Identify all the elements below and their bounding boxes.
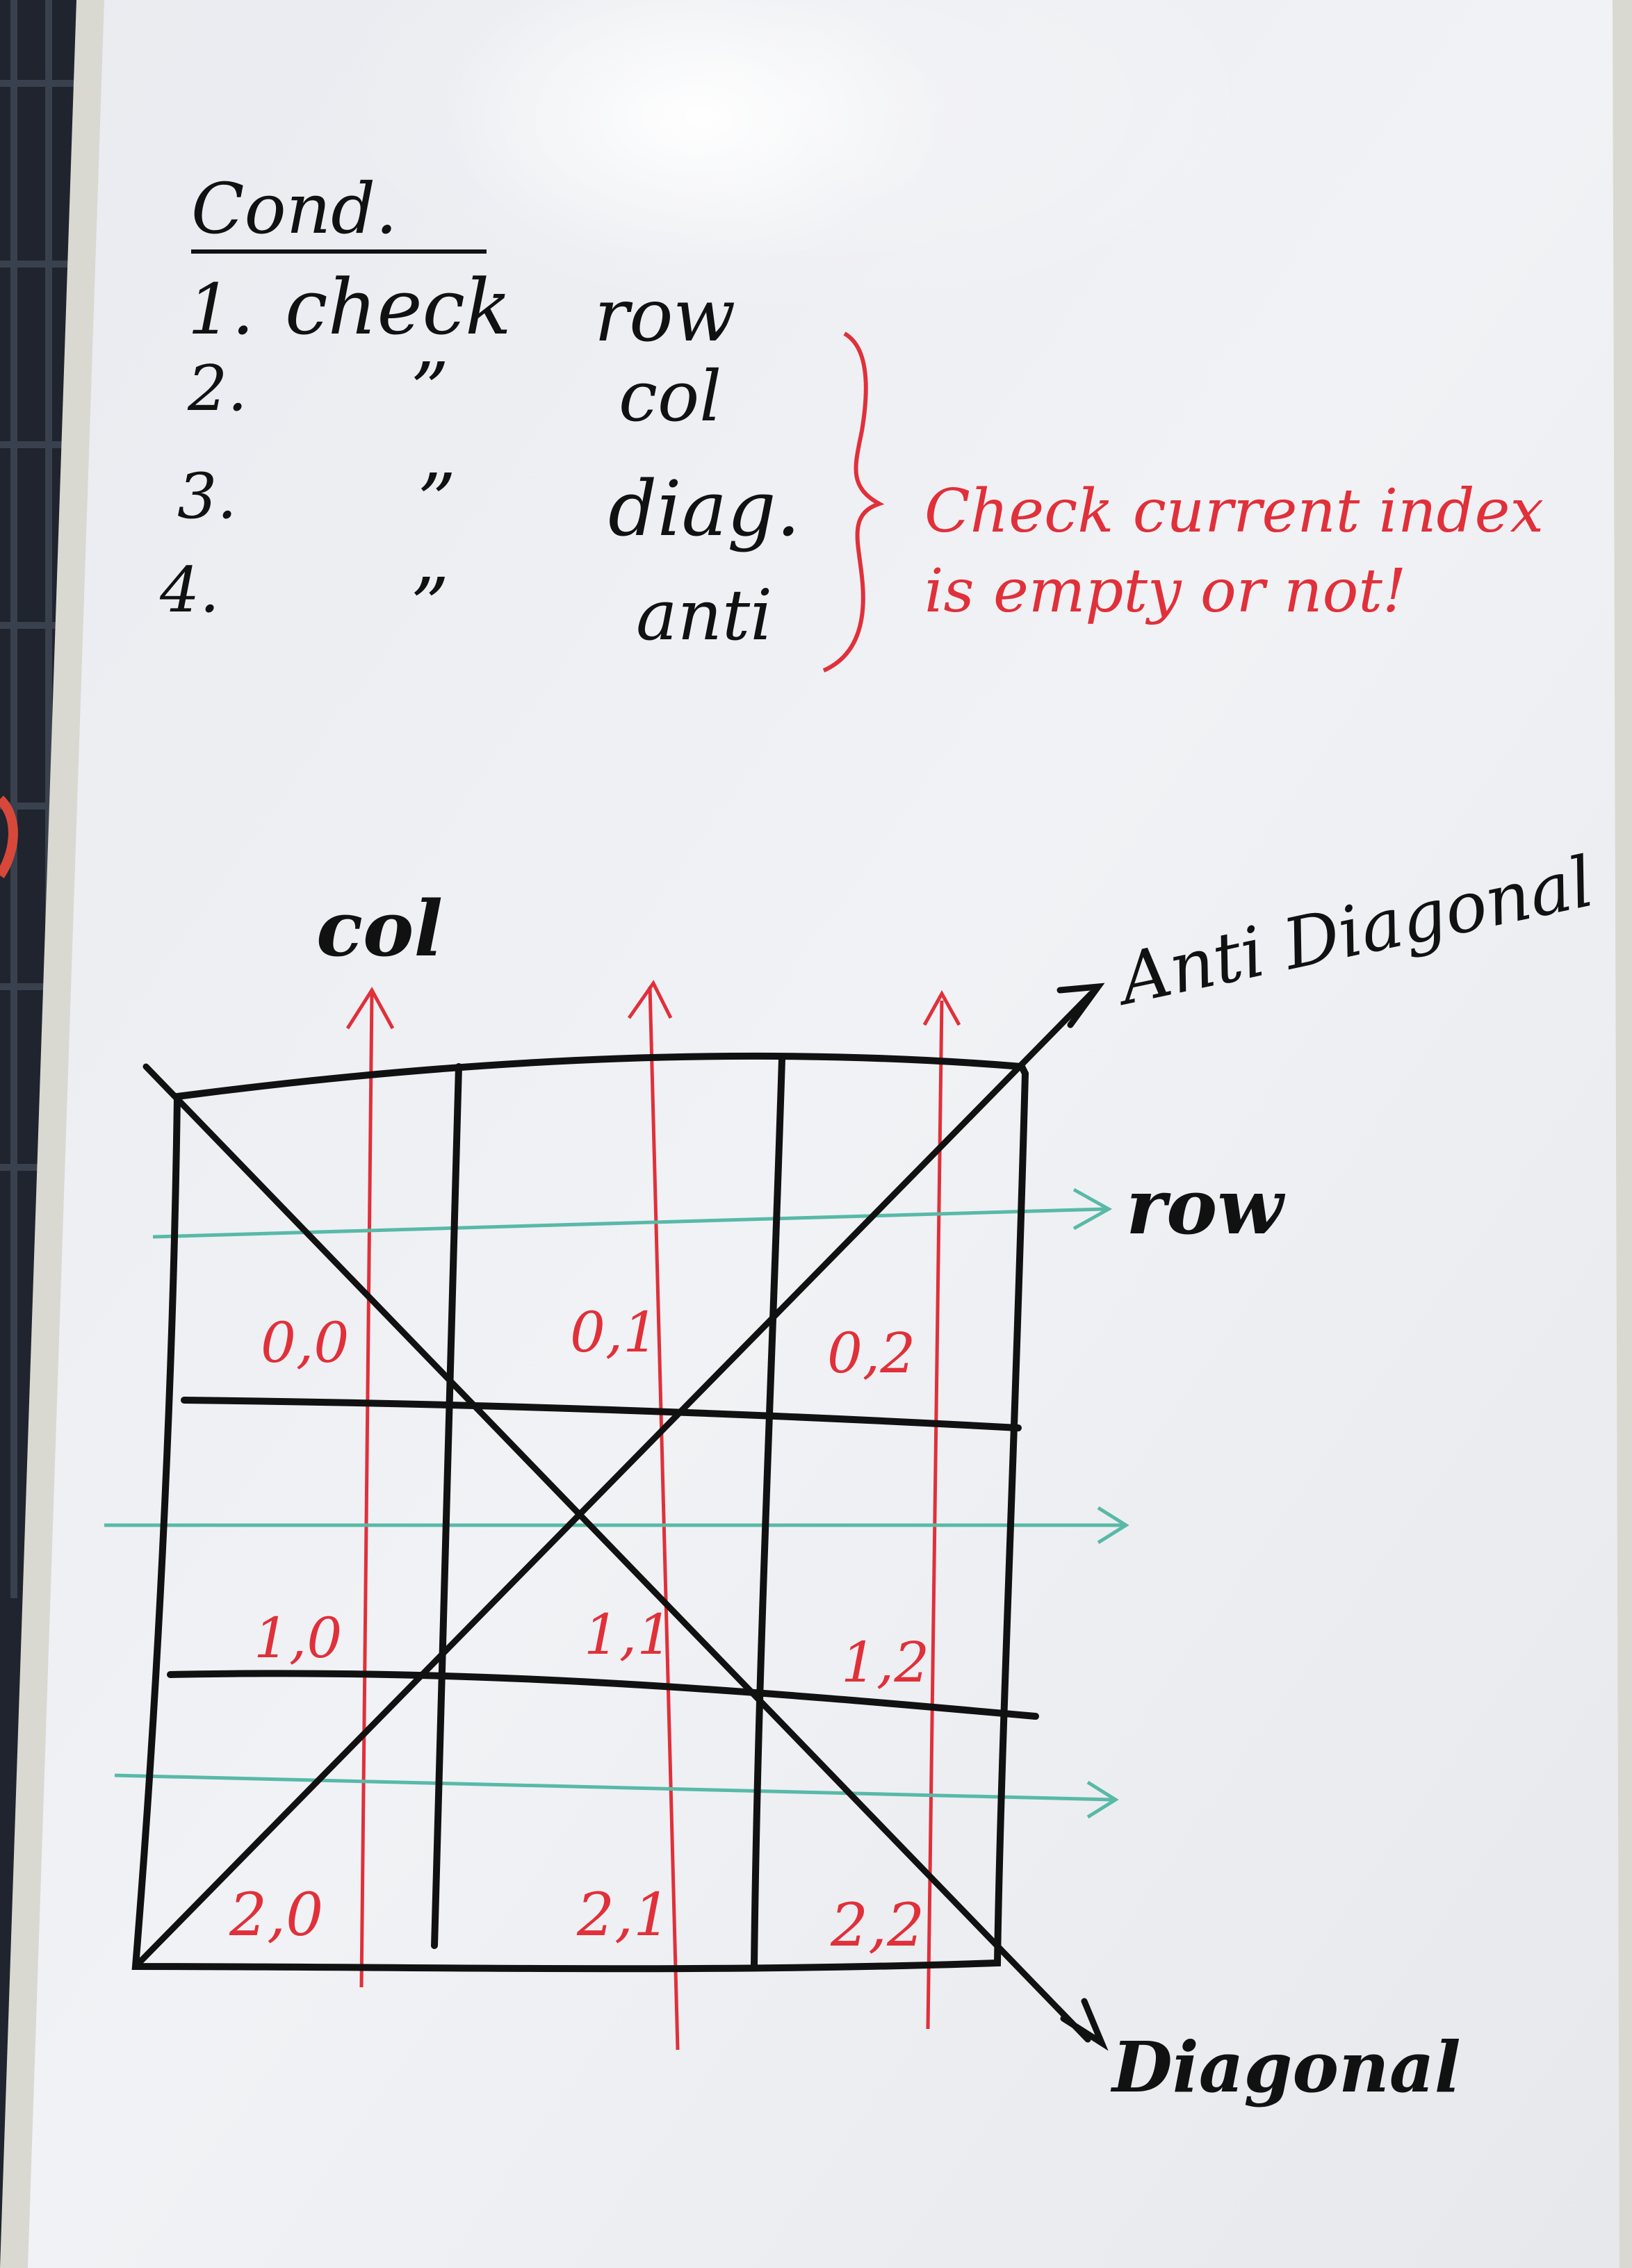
cell-label-0-2: 0,2 [827, 1321, 915, 1386]
anti-diagonal-line [132, 990, 1095, 1970]
col-label: col [316, 884, 443, 973]
condition-3-verb: ” [417, 457, 456, 546]
condition-3: 3. ” diag. [177, 457, 801, 553]
condition-1-target: row [594, 273, 735, 358]
grid-vertical-2 [751, 1056, 785, 1970]
grid-horizontal-1 [181, 1397, 1022, 1431]
row-arrow-2 [114, 1773, 1113, 1802]
condition-1-number: 1. [188, 269, 254, 350]
column-arrow-0 [359, 993, 374, 1988]
column-arrows [345, 980, 961, 2051]
cell-label-0-1: 0,1 [570, 1300, 658, 1365]
condition-3-number: 3. [177, 460, 237, 533]
cell-label-2-1: 2,1 [576, 1881, 671, 1950]
cell-label-2-2: 2,2 [830, 1891, 924, 1960]
anti-diagonal-arrowhead [1056, 983, 1105, 1028]
light-glare-soft [313, 0, 1286, 327]
condition-2-verb: ” [410, 346, 449, 435]
condition-2-number: 2. [187, 352, 247, 425]
row-arrow-0-head [1072, 1188, 1113, 1231]
row-arrow-1-head [1097, 1506, 1129, 1545]
cell-label-1-0: 1,0 [254, 1606, 342, 1670]
cell-label-1-2: 1,2 [841, 1630, 929, 1695]
column-arrow-0-head [345, 987, 395, 1030]
grid-outer-border [131, 1052, 1029, 1973]
row-arrows [104, 1188, 1129, 1819]
column-arrow-1 [648, 986, 680, 2051]
condition-1-verb: check [285, 263, 512, 352]
condition-4: 4. ” anti [159, 554, 772, 656]
column-arrow-2 [926, 1000, 944, 2030]
diagonals [132, 983, 1109, 2051]
red-cord [0, 796, 18, 878]
row-arrow-2-head [1086, 1780, 1119, 1819]
main-diagonal-line [142, 1063, 1091, 2043]
note-line-1: Check current index [924, 477, 1544, 546]
board-surface [28, 0, 1619, 2268]
condition-4-verb: ” [410, 561, 449, 650]
cell-label-0-0: 0,0 [261, 1310, 349, 1375]
condition-4-target: anti [636, 575, 772, 656]
tic-tac-toe-grid [131, 1052, 1039, 1973]
condition-3-target: diag. [608, 464, 801, 553]
red-brace [822, 331, 885, 673]
cell-labels: 0,0 0,1 0,2 1,0 1,1 1,2 2,0 2,1 2,2 [229, 1300, 929, 1960]
condition-2-target: col [619, 356, 721, 437]
column-arrow-1-head [627, 980, 673, 1019]
cell-label-1-1: 1,1 [584, 1602, 672, 1667]
row-label: row [1126, 1162, 1285, 1251]
note-line-2: is empty or not! [924, 557, 1406, 626]
cell-label-2-0: 2,0 [229, 1881, 323, 1950]
grid-horizontal-2 [167, 1670, 1039, 1720]
column-arrow-2-head [922, 989, 961, 1026]
diagonal-label: Diagonal [1110, 2026, 1461, 2108]
conditions-title: Cond. [191, 168, 398, 249]
condition-1: 1. check row [188, 263, 735, 358]
condition-4-number: 4. [159, 554, 220, 627]
grid-vertical-1 [431, 1063, 462, 1949]
condition-2: 2. ” col [187, 346, 721, 437]
main-diagonal-arrowhead [1060, 1998, 1109, 2051]
row-arrow-0 [152, 1207, 1106, 1239]
